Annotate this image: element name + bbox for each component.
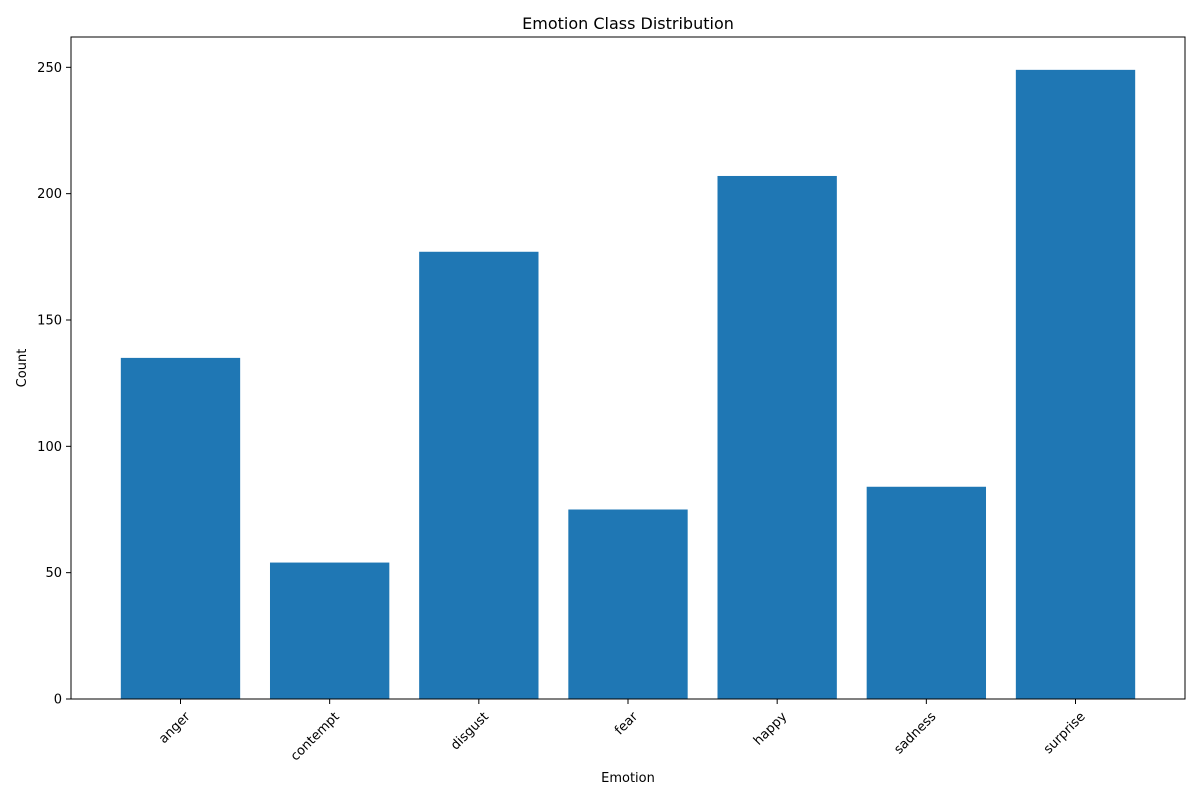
- bar-sadness: [866, 486, 987, 699]
- x-tick-label-fear: fear: [612, 709, 641, 738]
- y-tick-label: 200: [37, 187, 62, 202]
- bars-layer: [120, 69, 1136, 700]
- y-axis-ticks: 0 50 100 150 200 250: [37, 61, 71, 708]
- x-axis-ticks: anger contempt disgust fear happy sadness surp…: [156, 699, 1089, 764]
- x-tick-label-contempt: contempt: [288, 709, 343, 764]
- plot-frame: [70, 36, 1186, 700]
- x-tick-label-happy: happy: [751, 709, 790, 748]
- x-tick-label-anger: anger: [156, 709, 194, 747]
- bar-contempt: [269, 562, 390, 699]
- bar-disgust: [419, 251, 539, 699]
- y-tick-label: 150: [37, 313, 62, 328]
- y-tick-label: 250: [37, 61, 62, 76]
- x-tick-label-sadness: sadness: [891, 709, 939, 757]
- x-tick-label-surprise: surprise: [1041, 709, 1089, 757]
- x-tick-label-disgust: disgust: [448, 709, 492, 753]
- x-axis-label: Emotion: [601, 771, 655, 786]
- bar-anger: [120, 357, 241, 699]
- bar-fear: [568, 509, 688, 699]
- chart-title: Emotion Class Distribution: [522, 14, 734, 33]
- bar-happy: [717, 175, 837, 700]
- y-tick-label: 50: [45, 566, 62, 581]
- y-axis-label: Count: [15, 349, 30, 388]
- y-tick-label: 100: [37, 440, 62, 455]
- y-tick-label: 0: [54, 693, 62, 708]
- bar-surprise: [1015, 69, 1136, 700]
